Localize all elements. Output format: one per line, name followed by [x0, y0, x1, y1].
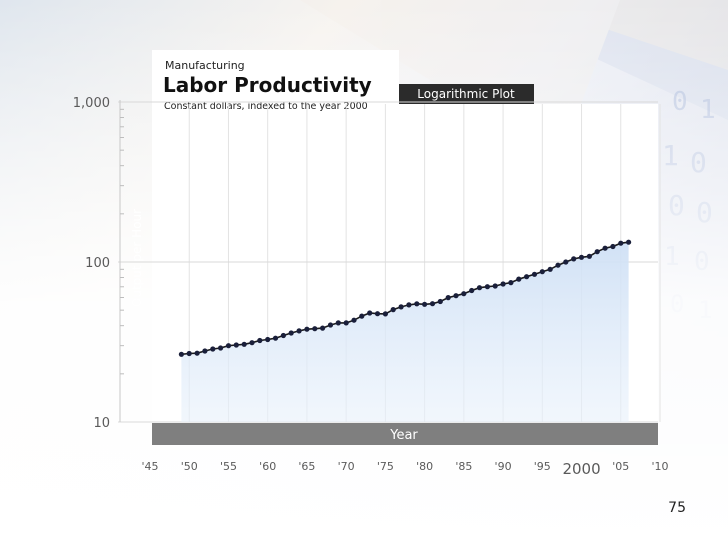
data-point: [233, 342, 239, 348]
data-point: [586, 253, 593, 259]
chart-title: Labor Productivity: [163, 73, 372, 97]
data-point: [327, 322, 334, 328]
y-tick-label: 10: [93, 416, 110, 431]
x-tick-label: '60: [259, 460, 276, 473]
data-point: [210, 346, 216, 352]
x-tick-label: 2000: [562, 460, 600, 478]
data-point: [335, 320, 341, 326]
x-tick-label: '95: [534, 460, 551, 473]
data-point: [320, 325, 326, 331]
data-point: [382, 311, 388, 317]
data-point: [610, 243, 616, 250]
x-axis-label: Year: [389, 428, 418, 443]
chart-supertitle: Manufacturing: [165, 59, 245, 72]
y-axis-tick-labels: 10 100 1,000: [73, 96, 110, 431]
data-point: [602, 245, 608, 251]
data-point: [571, 256, 577, 262]
data-point: [578, 254, 585, 260]
data-point: [429, 301, 436, 307]
data-point: [367, 310, 373, 316]
data-point: [257, 337, 263, 344]
log-plot-badge-label: Logarithmic Plot: [417, 87, 515, 101]
data-point: [484, 284, 490, 290]
x-tick-label: '70: [338, 460, 355, 473]
data-point: [531, 271, 538, 277]
data-point: [178, 351, 184, 357]
data-point: [539, 269, 545, 275]
data-point: [508, 280, 514, 286]
x-tick-label: '80: [416, 460, 433, 473]
data-point: [445, 295, 451, 301]
data-point: [343, 320, 349, 326]
data-point: [249, 340, 255, 346]
y-tick-label: 1,000: [73, 96, 110, 111]
data-point: [524, 274, 530, 280]
y-axis-label: Output per Hour: [130, 209, 144, 307]
data-point: [398, 304, 404, 310]
header-card: [152, 50, 399, 106]
data-point: [563, 259, 569, 265]
data-point: [351, 317, 357, 323]
data-point: [453, 293, 459, 299]
series-markers: [178, 239, 632, 357]
data-point: [469, 287, 475, 294]
x-tick-label: '10: [651, 460, 668, 473]
data-point: [202, 348, 208, 354]
x-tick-label: '85: [455, 460, 472, 473]
data-point: [312, 326, 318, 332]
data-point: [414, 301, 420, 307]
data-point: [422, 301, 428, 307]
data-point: [406, 302, 412, 308]
x-tick-label: '05: [612, 460, 629, 473]
data-point: [476, 285, 483, 291]
x-tick-label: '75: [377, 460, 394, 473]
page-number: 75: [668, 500, 686, 516]
data-point: [500, 281, 506, 287]
chart-subtitle: Constant dollars, indexed to the year 20…: [164, 101, 368, 112]
data-point: [280, 332, 286, 339]
data-point: [618, 240, 624, 246]
data-point: [390, 307, 396, 313]
data-point: [304, 326, 310, 332]
x-tick-label: '90: [495, 460, 512, 473]
data-point: [265, 336, 271, 343]
data-point: [288, 330, 294, 336]
data-point: [555, 262, 561, 268]
data-point: [594, 249, 600, 255]
data-point: [225, 343, 232, 349]
data-point: [547, 266, 553, 272]
data-point: [516, 276, 522, 282]
data-point: [296, 328, 302, 334]
data-point: [186, 350, 192, 357]
log-plot-badge: [399, 84, 534, 104]
x-axis-band: [152, 423, 658, 445]
data-point: [194, 350, 200, 356]
series-line: [181, 241, 629, 356]
data-point: [359, 313, 365, 319]
x-axis-tick-labels: '45 '50 '55 '60 '65 '70 '75 '80 '85 '90 '95 2000 '05…: [141, 460, 668, 478]
y-tick-label: 100: [85, 256, 110, 271]
data-point: [492, 283, 498, 289]
data-point: [437, 298, 443, 305]
x-tick-label: '55: [220, 460, 237, 473]
x-tick-label: '65: [298, 460, 315, 473]
data-point: [218, 345, 224, 351]
data-point: [461, 291, 467, 297]
x-tick-label: '50: [181, 460, 198, 473]
series-area: [181, 242, 629, 422]
data-point: [272, 335, 279, 341]
data-point: [374, 311, 381, 317]
x-tick-label: '45: [141, 460, 158, 473]
data-point: [626, 239, 632, 245]
data-point: [241, 341, 247, 347]
y-axis-minor-ticks: [120, 108, 124, 375]
